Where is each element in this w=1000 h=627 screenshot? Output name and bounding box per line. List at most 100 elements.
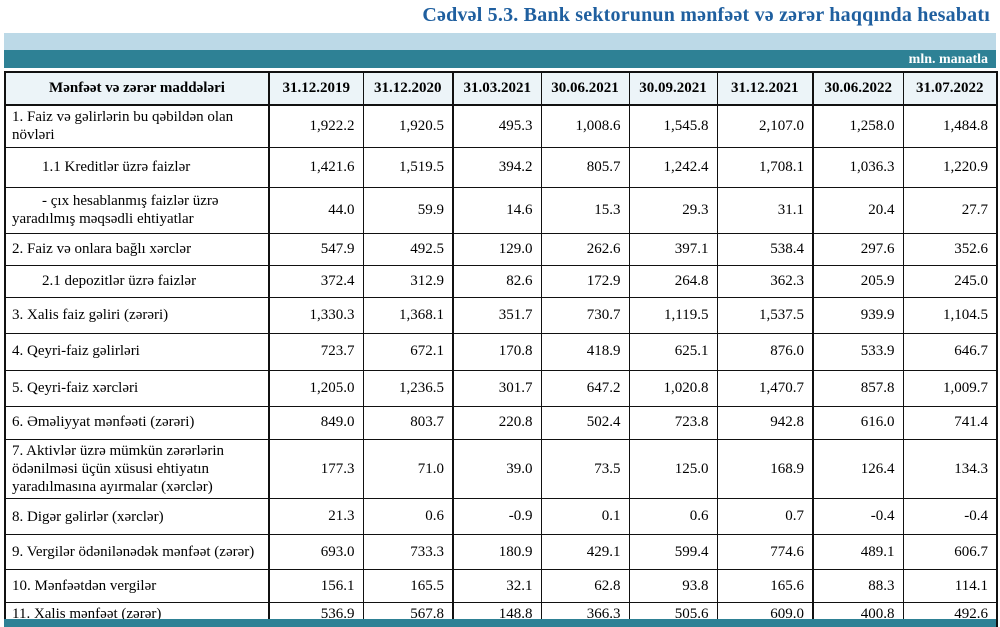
- table-row: 6. Əməliyyat mənfəəti (zərəri) 849.0 803.7…: [4, 405, 998, 440]
- row-label: 2.1 depozitlər üzrə faizlər: [4, 264, 270, 298]
- value-cell: 165.5: [362, 569, 454, 604]
- value-cell: 1,920.5: [362, 104, 454, 148]
- value-cell: 264.8: [628, 264, 718, 298]
- value-cell: 129.0: [452, 232, 542, 266]
- table-row: 9. Vergilər ödənilənədək mənfəət (zərər)…: [4, 534, 998, 571]
- value-cell: 245.0: [902, 264, 998, 298]
- value-cell: 733.3: [362, 534, 454, 571]
- table-row: 11. Xalis mənfəət (zərər) 536.9 567.8 148.8…: [4, 602, 998, 627]
- value-cell: 177.3: [268, 438, 364, 500]
- value-cell: -0.9: [452, 498, 542, 536]
- value-cell: 29.3: [628, 186, 718, 234]
- value-cell: 44.0: [268, 186, 364, 234]
- value-cell: 351.7: [452, 296, 542, 334]
- value-cell: 625.1: [628, 332, 718, 371]
- value-cell: 857.8: [812, 369, 904, 407]
- value-cell: 0.6: [628, 498, 718, 536]
- value-cell: 1,470.7: [716, 369, 814, 407]
- value-cell: 14.6: [452, 186, 542, 234]
- value-cell: 1,330.3: [268, 296, 364, 334]
- value-cell: 88.3: [812, 569, 904, 604]
- value-cell: 372.4: [268, 264, 364, 298]
- value-cell: 1,205.0: [268, 369, 364, 407]
- value-cell: 489.1: [812, 534, 904, 571]
- value-cell: 1,236.5: [362, 369, 454, 407]
- value-cell: 1,922.2: [268, 104, 364, 148]
- table-row: 1. Faiz və gəlirlərin bu qəbildən olan n…: [4, 104, 998, 148]
- value-cell: -0.4: [902, 498, 998, 536]
- value-cell: 1,519.5: [362, 146, 454, 188]
- value-cell: 0.1: [540, 498, 630, 536]
- row-label: 2. Faiz və onlara bağlı xərclər: [4, 232, 270, 266]
- value-cell: 114.1: [902, 569, 998, 604]
- value-cell: 774.6: [716, 534, 814, 571]
- row-label: 10. Mənfəətdən vergilər: [4, 569, 270, 604]
- value-cell: 126.4: [812, 438, 904, 500]
- value-cell: 1,484.8: [902, 104, 998, 148]
- column-header-30.09.2021: 30.09.2021: [628, 71, 718, 106]
- row-label: 5. Qeyri-faiz xərcləri: [4, 369, 270, 407]
- table-row: 10. Mənfəətdən vergilər 156.1 165.5 32.1 62.…: [4, 569, 998, 604]
- value-cell: 20.4: [812, 186, 904, 234]
- value-cell: 1,104.5: [902, 296, 998, 334]
- value-cell: 93.8: [628, 569, 718, 604]
- column-header-30.06.2021: 30.06.2021: [540, 71, 630, 106]
- value-cell: 180.9: [452, 534, 542, 571]
- value-cell: 547.9: [268, 232, 364, 266]
- value-cell: 723.8: [628, 405, 718, 440]
- table-row: 3. Xalis faiz gəliri (zərəri) 1,330.3 1,36…: [4, 296, 998, 334]
- value-cell: 0.7: [716, 498, 814, 536]
- row-label: 1. Faiz və gəlirlərin bu qəbildən olan n…: [4, 104, 270, 148]
- value-cell: 1,220.9: [902, 146, 998, 188]
- value-cell: 262.6: [540, 232, 630, 266]
- decorative-band-bottom: [4, 619, 996, 627]
- value-cell: 1,008.6: [540, 104, 630, 148]
- value-cell: 803.7: [362, 405, 454, 440]
- value-cell: 2,107.0: [716, 104, 814, 148]
- value-cell: 805.7: [540, 146, 630, 188]
- value-cell: 170.8: [452, 332, 542, 371]
- value-cell: 495.3: [452, 104, 542, 148]
- table-row: 2.1 depozitlər üzrə faizlər 372.4 312.9 82.…: [4, 264, 998, 298]
- row-label: 4. Qeyri-faiz gəlirləri: [4, 332, 270, 371]
- value-cell: 0.6: [362, 498, 454, 536]
- value-cell: 394.2: [452, 146, 542, 188]
- table-header-row: Mənfəət və zərər maddələri 31.12.2019 31.…: [4, 71, 998, 106]
- page-title: Cədvəl 5.3. Bank sektorunun mənfəət və z…: [422, 4, 990, 26]
- column-header-30.06.2022: 30.06.2022: [812, 71, 904, 106]
- value-cell: 1,545.8: [628, 104, 718, 148]
- table-row: 5. Qeyri-faiz xərcləri 1,205.0 1,236.5 301.…: [4, 369, 998, 407]
- value-cell: 538.4: [716, 232, 814, 266]
- value-cell: 1,368.1: [362, 296, 454, 334]
- table-row: 2. Faiz və onlara bağlı xərclər 547.9 492.…: [4, 232, 998, 266]
- decorative-band-light: [4, 33, 996, 50]
- value-cell: 942.8: [716, 405, 814, 440]
- value-cell: 1,421.6: [268, 146, 364, 188]
- value-cell: 1,708.1: [716, 146, 814, 188]
- value-cell: 647.2: [540, 369, 630, 407]
- value-cell: 156.1: [268, 569, 364, 604]
- table-header-label: Mənfəət və zərər maddələri: [4, 71, 270, 106]
- row-label: 9. Vergilər ödənilənədək mənfəət (zərər): [4, 534, 270, 571]
- value-cell: 730.7: [540, 296, 630, 334]
- column-header-31.03.2021: 31.03.2021: [452, 71, 542, 106]
- value-cell: 502.4: [540, 405, 630, 440]
- value-cell: 297.6: [812, 232, 904, 266]
- table-row: - çıx hesablanmış faizlər üzrə yaradılmı…: [4, 186, 998, 234]
- row-label: 3. Xalis faiz gəliri (zərəri): [4, 296, 270, 334]
- value-cell: 125.0: [628, 438, 718, 500]
- value-cell: 71.0: [362, 438, 454, 500]
- value-cell: 59.9: [362, 186, 454, 234]
- value-cell: 1,242.4: [628, 146, 718, 188]
- value-cell: 1,036.3: [812, 146, 904, 188]
- row-label: - çıx hesablanmış faizlər üzrə yaradılmı…: [4, 186, 270, 234]
- value-cell: 397.1: [628, 232, 718, 266]
- value-cell: 599.4: [628, 534, 718, 571]
- row-label: 6. Əməliyyat mənfəəti (zərəri): [4, 405, 270, 440]
- value-cell: 1,020.8: [628, 369, 718, 407]
- value-cell: 31.1: [716, 186, 814, 234]
- value-cell: 429.1: [540, 534, 630, 571]
- unit-label: mln. manatla: [908, 52, 988, 67]
- value-cell: 1,009.7: [902, 369, 998, 407]
